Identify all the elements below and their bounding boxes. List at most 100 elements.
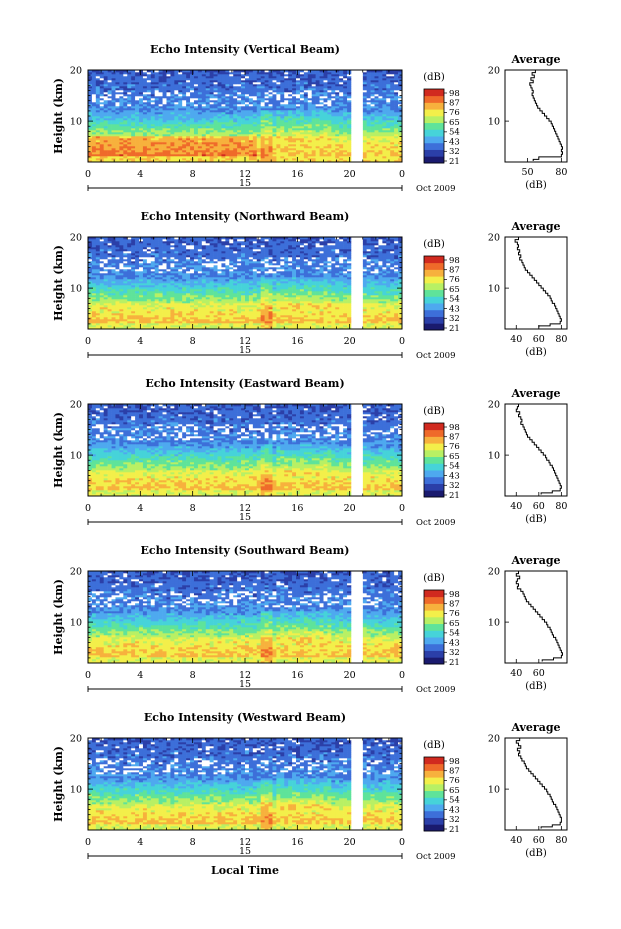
average-profile: Average 40 60 20 10 (dB) — [488, 554, 568, 692]
date-label: Oct 2009 — [416, 518, 455, 528]
profile-x-tick-label: 60 — [533, 668, 545, 679]
x-tick-label: 4 — [137, 670, 143, 681]
profile-y-tick-label: 20 — [488, 567, 500, 578]
x-tick-label: 4 — [137, 169, 143, 180]
y-tick-label: 10 — [70, 117, 82, 128]
x-tick-label: 12 — [239, 837, 251, 848]
colorbar-unit: (dB) — [423, 573, 445, 584]
colorbar-tick-label: 21 — [449, 157, 460, 167]
colorbar-tick-label: 21 — [449, 658, 460, 668]
colorbar-tick-label: 54 — [449, 295, 460, 305]
x-tick-label: 12 — [239, 670, 251, 681]
colorbar-tick-label: 98 — [449, 423, 460, 433]
date-axis: 15 Oct 2009 — [87, 512, 455, 528]
profile-x-label: (dB) — [525, 347, 547, 358]
panel-title: Echo Intensity (Northward Beam) — [141, 210, 350, 223]
average-profile: Average 40 60 80 20 10 (dB) — [488, 387, 568, 525]
profile-line — [514, 236, 562, 328]
date-label: Oct 2009 — [416, 351, 455, 361]
profile-x-tick-label: 60 — [533, 334, 545, 345]
profile-x-tick-label: 40 — [510, 835, 522, 846]
x-tick-label: 8 — [190, 169, 196, 180]
colorbar-tick-label: 21 — [449, 324, 460, 334]
profile-x-tick-label: 80 — [555, 501, 567, 512]
colorbar-tick-label: 43 — [449, 471, 460, 481]
x-axis: 0 4 8 12 16 20 0 — [85, 571, 405, 681]
profile-x-tick-label: 60 — [533, 501, 545, 512]
date-label: Oct 2009 — [416, 184, 455, 194]
colorbar-tick-label: 87 — [449, 433, 460, 443]
date-marker: 15 — [239, 178, 251, 189]
x-tick-label: 8 — [190, 336, 196, 347]
profile-x-tick-label: 40 — [510, 668, 522, 679]
y-axis-label: Height (km) — [52, 78, 65, 154]
x-axis: 0 4 8 12 16 20 0 — [85, 738, 405, 848]
profile-y-tick-label: 10 — [488, 618, 500, 629]
x-axis: 0 4 8 12 16 20 0 — [85, 404, 405, 514]
colorbar-tick-label: 54 — [449, 462, 460, 472]
average-profile: Average 40 60 80 20 10 (dB) — [488, 721, 568, 859]
y-tick-label: 10 — [70, 451, 82, 462]
y-tick-label: 10 — [70, 284, 82, 295]
colorbar-tick-label: 87 — [449, 600, 460, 610]
colorbar-tick-label: 32 — [449, 815, 460, 825]
heatmap — [88, 738, 403, 831]
date-marker: 15 — [239, 512, 251, 523]
panel-2: Echo Intensity (Northward Beam) 0 4 8 12 16 20… — [52, 210, 568, 361]
colorbar-tick-label: 32 — [449, 648, 460, 658]
colorbar-tick-label: 32 — [449, 147, 460, 157]
heatmap — [88, 237, 403, 330]
x-tick-label: 12 — [239, 169, 251, 180]
x-axis: 0 4 8 12 16 20 0 — [85, 237, 405, 347]
profile-title: Average — [510, 387, 560, 400]
profile-title: Average — [510, 554, 560, 567]
profile-frame — [504, 69, 568, 163]
profile-x-tick-label: 40 — [510, 501, 522, 512]
panel-3: Echo Intensity (Eastward Beam)0 4 8 12 16 20 0… — [52, 377, 568, 528]
x-tick-label: 20 — [344, 169, 356, 180]
colorbar-tick-label: 32 — [449, 481, 460, 491]
date-marker: 15 — [239, 679, 251, 690]
y-tick-label: 10 — [70, 618, 82, 629]
date-label: Oct 2009 — [416, 685, 455, 695]
panel-title: Echo Intensity (Westward Beam) — [144, 711, 346, 724]
colorbar-tick-label: 98 — [449, 757, 460, 767]
profile-title: Average — [510, 220, 560, 233]
x-tick-label: 4 — [137, 336, 143, 347]
colorbar-tick-label: 65 — [449, 619, 460, 629]
colorbar-unit: (dB) — [423, 740, 445, 751]
profile-frame — [504, 737, 568, 831]
profile-x-label: (dB) — [525, 514, 547, 525]
heatmap — [88, 70, 403, 163]
date-axis: 15 Oct 2009 — [87, 679, 455, 695]
x-tick-label: 0 — [85, 503, 91, 514]
profile-line — [515, 737, 562, 829]
profile-line — [515, 570, 563, 662]
profile-x-tick-label: 80 — [555, 334, 567, 345]
panel-title: Echo Intensity (Southward Beam) — [141, 544, 350, 557]
y-axis-label: Height (km) — [52, 579, 65, 655]
y-tick-label: 20 — [70, 233, 82, 244]
x-tick-label: 0 — [399, 169, 405, 180]
x-tick-label: 20 — [344, 670, 356, 681]
colorbar-tick-label: 76 — [449, 442, 460, 452]
x-tick-label: 16 — [291, 336, 303, 347]
panel-1: Echo Intensity (Vertical Beam)0 4 8 12 16 20 0… — [52, 43, 568, 194]
heatmap — [88, 571, 403, 664]
data-gap — [353, 237, 363, 329]
profile-x-tick-label: 60 — [533, 835, 545, 846]
profile-y-tick-label: 10 — [488, 785, 500, 796]
y-axis-label: Height (km) — [52, 746, 65, 822]
colorbar-tick-label: 43 — [449, 137, 460, 147]
colorbar-tick-label: 65 — [449, 118, 460, 128]
y-axis-label: Height (km) — [52, 245, 65, 321]
x-tick-label: 0 — [85, 336, 91, 347]
colorbar-tick-label: 32 — [449, 314, 460, 324]
colorbar-tick-label: 76 — [449, 108, 460, 118]
